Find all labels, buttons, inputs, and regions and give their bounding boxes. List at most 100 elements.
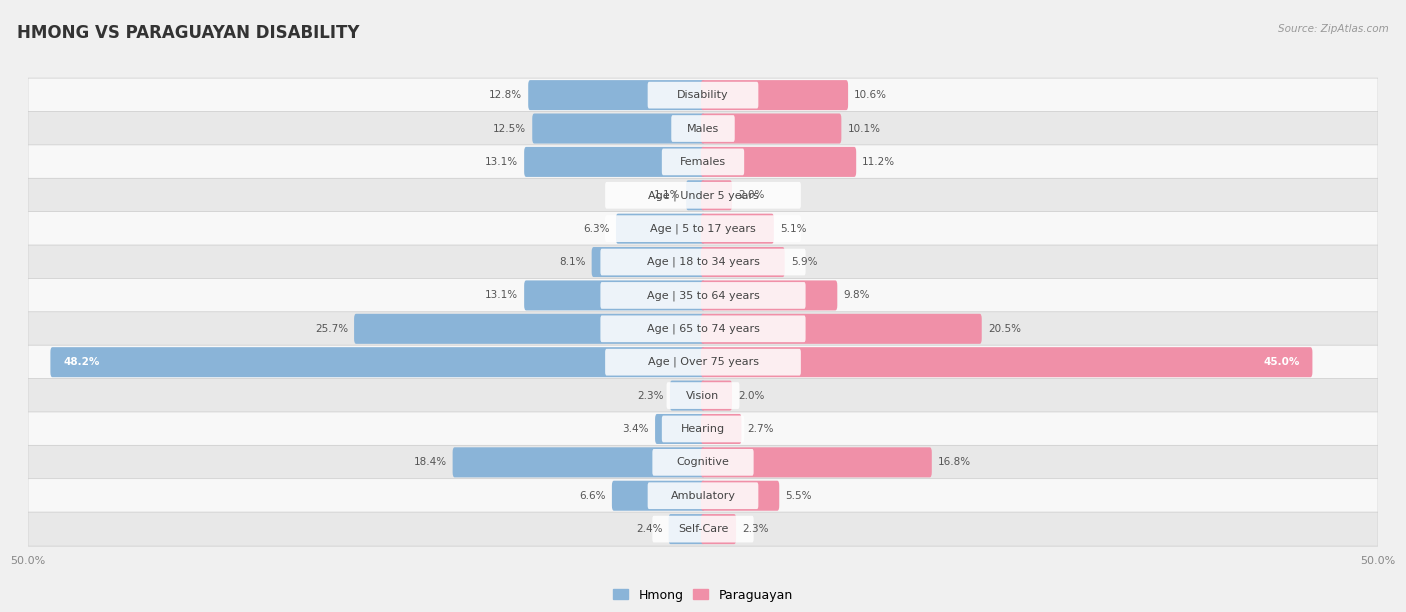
FancyBboxPatch shape: [666, 382, 740, 409]
Text: 3.4%: 3.4%: [623, 424, 650, 434]
FancyBboxPatch shape: [671, 115, 735, 142]
FancyBboxPatch shape: [669, 381, 704, 411]
FancyBboxPatch shape: [702, 347, 1312, 377]
FancyBboxPatch shape: [28, 479, 1378, 513]
FancyBboxPatch shape: [28, 178, 1378, 212]
FancyBboxPatch shape: [28, 212, 1378, 245]
Text: Hearing: Hearing: [681, 424, 725, 434]
Text: Age | 65 to 74 years: Age | 65 to 74 years: [647, 324, 759, 334]
Text: 20.5%: 20.5%: [988, 324, 1021, 334]
Text: 48.2%: 48.2%: [63, 357, 100, 367]
FancyBboxPatch shape: [51, 347, 704, 377]
FancyBboxPatch shape: [592, 247, 704, 277]
Text: 5.1%: 5.1%: [780, 223, 807, 234]
FancyBboxPatch shape: [662, 149, 744, 175]
FancyBboxPatch shape: [605, 182, 801, 209]
Text: Cognitive: Cognitive: [676, 457, 730, 468]
FancyBboxPatch shape: [524, 147, 704, 177]
Text: 18.4%: 18.4%: [413, 457, 447, 468]
FancyBboxPatch shape: [600, 248, 806, 275]
FancyBboxPatch shape: [702, 381, 733, 411]
FancyBboxPatch shape: [600, 315, 806, 342]
FancyBboxPatch shape: [616, 214, 704, 244]
Text: 13.1%: 13.1%: [485, 291, 517, 300]
Text: 2.3%: 2.3%: [742, 524, 769, 534]
FancyBboxPatch shape: [702, 181, 733, 211]
FancyBboxPatch shape: [648, 82, 758, 108]
Text: 9.8%: 9.8%: [844, 291, 870, 300]
Text: Self-Care: Self-Care: [678, 524, 728, 534]
Text: 12.8%: 12.8%: [489, 90, 522, 100]
FancyBboxPatch shape: [702, 214, 773, 244]
Text: 5.9%: 5.9%: [790, 257, 817, 267]
FancyBboxPatch shape: [533, 113, 704, 144]
Text: Ambulatory: Ambulatory: [671, 491, 735, 501]
Text: 2.4%: 2.4%: [636, 524, 662, 534]
FancyBboxPatch shape: [612, 480, 704, 511]
FancyBboxPatch shape: [605, 349, 801, 376]
Text: 1.1%: 1.1%: [654, 190, 681, 200]
FancyBboxPatch shape: [28, 379, 1378, 412]
FancyBboxPatch shape: [652, 516, 754, 542]
Text: 5.5%: 5.5%: [786, 491, 811, 501]
FancyBboxPatch shape: [28, 412, 1378, 446]
FancyBboxPatch shape: [669, 514, 704, 544]
Text: 16.8%: 16.8%: [938, 457, 972, 468]
Text: 10.6%: 10.6%: [855, 90, 887, 100]
Text: 10.1%: 10.1%: [848, 124, 880, 133]
FancyBboxPatch shape: [655, 414, 704, 444]
Text: 6.6%: 6.6%: [579, 491, 606, 501]
Text: Age | 35 to 64 years: Age | 35 to 64 years: [647, 290, 759, 300]
FancyBboxPatch shape: [28, 446, 1378, 479]
Text: 13.1%: 13.1%: [485, 157, 517, 167]
Text: Disability: Disability: [678, 90, 728, 100]
FancyBboxPatch shape: [28, 145, 1378, 179]
Text: 6.3%: 6.3%: [583, 223, 610, 234]
FancyBboxPatch shape: [686, 181, 704, 211]
FancyBboxPatch shape: [28, 78, 1378, 112]
Text: 25.7%: 25.7%: [315, 324, 349, 334]
FancyBboxPatch shape: [28, 111, 1378, 146]
FancyBboxPatch shape: [529, 80, 704, 110]
FancyBboxPatch shape: [702, 80, 848, 110]
Text: 2.7%: 2.7%: [748, 424, 775, 434]
Text: 12.5%: 12.5%: [494, 124, 526, 133]
FancyBboxPatch shape: [28, 245, 1378, 279]
Text: Age | 18 to 34 years: Age | 18 to 34 years: [647, 257, 759, 267]
FancyBboxPatch shape: [702, 514, 737, 544]
FancyBboxPatch shape: [702, 480, 779, 511]
Text: Age | Under 5 years: Age | Under 5 years: [648, 190, 758, 201]
Text: 2.0%: 2.0%: [738, 390, 765, 401]
FancyBboxPatch shape: [453, 447, 704, 477]
FancyBboxPatch shape: [702, 447, 932, 477]
FancyBboxPatch shape: [600, 282, 806, 309]
FancyBboxPatch shape: [605, 215, 801, 242]
FancyBboxPatch shape: [28, 345, 1378, 379]
Text: 2.0%: 2.0%: [738, 190, 765, 200]
Text: HMONG VS PARAGUAYAN DISABILITY: HMONG VS PARAGUAYAN DISABILITY: [17, 24, 360, 42]
FancyBboxPatch shape: [28, 312, 1378, 346]
FancyBboxPatch shape: [702, 147, 856, 177]
FancyBboxPatch shape: [702, 414, 741, 444]
Text: 8.1%: 8.1%: [560, 257, 585, 267]
Text: Males: Males: [688, 124, 718, 133]
FancyBboxPatch shape: [354, 314, 704, 344]
Legend: Hmong, Paraguayan: Hmong, Paraguayan: [609, 584, 797, 606]
FancyBboxPatch shape: [652, 449, 754, 476]
FancyBboxPatch shape: [702, 113, 841, 144]
FancyBboxPatch shape: [702, 247, 785, 277]
FancyBboxPatch shape: [702, 314, 981, 344]
FancyBboxPatch shape: [28, 512, 1378, 546]
FancyBboxPatch shape: [702, 280, 838, 310]
Text: Age | Over 75 years: Age | Over 75 years: [648, 357, 758, 367]
Text: 45.0%: 45.0%: [1263, 357, 1299, 367]
Text: Age | 5 to 17 years: Age | 5 to 17 years: [650, 223, 756, 234]
FancyBboxPatch shape: [524, 280, 704, 310]
Text: Vision: Vision: [686, 390, 720, 401]
Text: 11.2%: 11.2%: [862, 157, 896, 167]
Text: Females: Females: [681, 157, 725, 167]
FancyBboxPatch shape: [648, 482, 758, 509]
Text: 2.3%: 2.3%: [637, 390, 664, 401]
Text: Source: ZipAtlas.com: Source: ZipAtlas.com: [1278, 24, 1389, 34]
FancyBboxPatch shape: [662, 416, 744, 442]
